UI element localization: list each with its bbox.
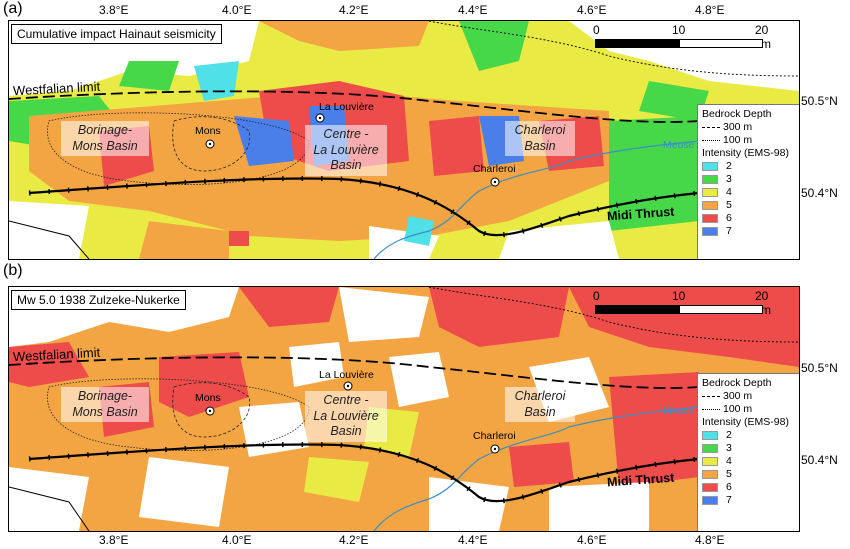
lon-tick-4-4-bottom: 4.4°E xyxy=(458,533,488,547)
lon-tick-3-8-top: 3.8°E xyxy=(99,3,129,17)
map-panel-b: Mw 5.0 1938 Zulzeke-Nukerke Westfalian l… xyxy=(8,286,800,532)
panel-b-letter: (b) xyxy=(3,262,23,279)
legend-class-2-a: 2 xyxy=(726,160,732,173)
legend-class-7-b: 7 xyxy=(726,494,732,507)
legend-class-6-a: 6 xyxy=(726,212,732,225)
scale-tick-10-a: 10 xyxy=(672,23,686,37)
lon-tick-3-8-bottom: 3.8°E xyxy=(99,533,129,547)
swatch-4-a xyxy=(702,188,718,197)
swatch-3-a xyxy=(702,175,718,184)
legend-class-4-b: 4 xyxy=(726,455,732,468)
map-panel-a: Cumulative impact Hainaut seismicity Wes… xyxy=(8,20,800,260)
legend-intensity-title-b: Intensity (EMS-98) xyxy=(702,416,789,429)
lon-tick-4-0-bottom: 4.0°E xyxy=(222,533,252,547)
legend-class-6-b: 6 xyxy=(726,481,732,494)
lon-tick-4-0-top: 4.0°E xyxy=(222,3,252,17)
legend-class-3-b: 3 xyxy=(726,442,732,455)
legend-300m-b: 300 m xyxy=(723,390,753,403)
panel-a-title: Cumulative impact Hainaut seismicity xyxy=(11,24,222,44)
legend-class-4-a: 4 xyxy=(726,186,732,199)
swatch-7-a xyxy=(702,227,718,236)
swatch-7-b xyxy=(702,496,718,505)
legend-class-7-a: 7 xyxy=(726,225,732,238)
lon-tick-4-2-bottom: 4.2°E xyxy=(339,533,369,547)
scale-tick-0-b: 0 xyxy=(593,289,600,303)
swatch-2-a xyxy=(702,162,718,171)
scale-tick-0-a: 0 xyxy=(593,23,600,37)
city-mons-b: Mons xyxy=(195,392,221,404)
meuse-label-a: Meuse xyxy=(663,139,695,151)
city-mons-a: Mons xyxy=(195,125,221,137)
scale-tick-10-b: 10 xyxy=(672,289,686,303)
swatch-6-a xyxy=(702,214,718,223)
lon-tick-4-4-top: 4.4°E xyxy=(458,3,488,17)
legend-a: Bedrock Depth 300 m 100 m Intensity (EMS… xyxy=(697,104,799,259)
lat-tick-50-4-a: 50.4°N xyxy=(801,186,838,200)
lon-tick-4-6-bottom: 4.6°E xyxy=(577,533,607,547)
legend-300m-a: 300 m xyxy=(723,121,753,134)
scale-bar-a: 0 10 20 km xyxy=(593,23,771,51)
basin-centre-la-louviere-b: Centre - La Louvière Basin xyxy=(305,391,387,442)
lat-tick-50-5-a: 50.5°N xyxy=(801,94,838,108)
swatch-3-b xyxy=(702,444,718,453)
city-charleroi-b: Charleroi xyxy=(473,430,516,442)
legend-intensity-title-a: Intensity (EMS-98) xyxy=(702,147,789,160)
swatch-5-b xyxy=(702,470,718,479)
scale-bar-b: 0 10 20 km xyxy=(593,289,771,317)
swatch-5-a xyxy=(702,201,718,210)
basin-centre-la-louviere-a: Centre - La Louvière Basin xyxy=(305,125,387,176)
dotted-line-icon xyxy=(702,409,720,410)
meuse-label-b: Meuse xyxy=(663,405,695,417)
legend-b: Bedrock Depth 300 m 100 m Intensity (EMS… xyxy=(697,373,799,531)
city-charleroi-a: Charleroi xyxy=(473,163,516,175)
swatch-2-b xyxy=(702,431,718,440)
legend-100m-b: 100 m xyxy=(723,403,753,416)
city-la-louviere-a: La Louvière xyxy=(319,101,374,113)
panel-b-title: Mw 5.0 1938 Zulzeke-Nukerke xyxy=(11,290,186,310)
dashed-line-icon xyxy=(702,127,720,128)
legend-100m-a: 100 m xyxy=(723,134,753,147)
legend-bedrock-title-a: Bedrock Depth xyxy=(702,108,772,121)
basin-charleroi-a: Charleroi Basin xyxy=(505,121,575,157)
basin-borinage-mons-b: Borinage- Mons Basin xyxy=(61,387,149,423)
lon-tick-4-8-bottom: 4.8°E xyxy=(695,533,725,547)
lat-tick-50-4-b: 50.4°N xyxy=(801,453,838,467)
lat-tick-50-5-b: 50.5°N xyxy=(801,361,838,375)
legend-class-3-a: 3 xyxy=(726,173,732,186)
basin-charleroi-b: Charleroi Basin xyxy=(505,387,575,423)
lon-tick-4-8-top: 4.8°E xyxy=(695,3,725,17)
basin-borinage-mons-a: Borinage- Mons Basin xyxy=(61,121,149,157)
city-la-louviere-b: La Louvière xyxy=(319,369,374,381)
swatch-6-b xyxy=(702,483,718,492)
panel-a-letter: (a) xyxy=(3,0,23,17)
swatch-4-b xyxy=(702,457,718,466)
lon-tick-4-2-top: 4.2°E xyxy=(339,3,369,17)
legend-bedrock-title-b: Bedrock Depth xyxy=(702,377,772,390)
dotted-line-icon xyxy=(702,140,720,141)
legend-class-5-a: 5 xyxy=(726,199,732,212)
legend-class-2-b: 2 xyxy=(726,429,732,442)
legend-class-5-b: 5 xyxy=(726,468,732,481)
dashed-line-icon xyxy=(702,396,720,397)
lon-tick-4-6-top: 4.6°E xyxy=(577,3,607,17)
